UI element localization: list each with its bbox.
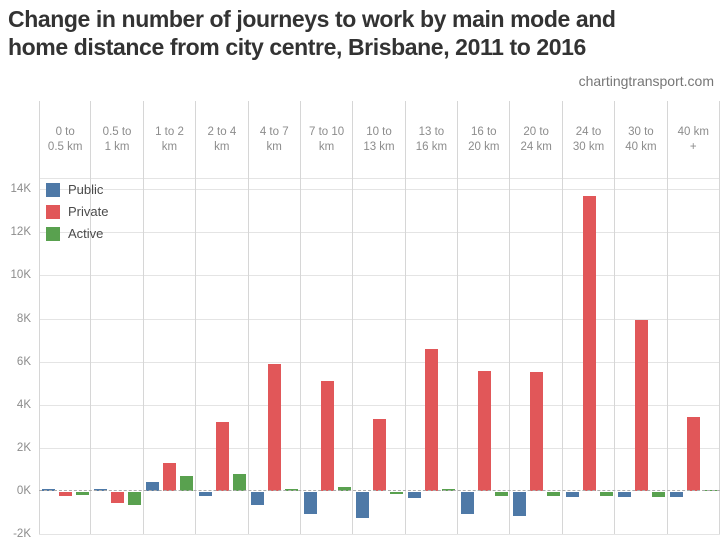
category-column: 30 to 40 km [615, 101, 668, 534]
y-tick-label: 6K [16, 355, 31, 368]
y-tick-label: 0K [16, 485, 31, 497]
y-tick-label: -2K [13, 528, 31, 541]
gridline [39, 232, 720, 233]
legend-label-active: Active [68, 226, 104, 241]
column-header-label: 0 to 0.5 km [47, 125, 83, 153]
bar-active [75, 492, 89, 495]
bar-public [513, 492, 527, 516]
column-header-label: 24 to 30 km [572, 125, 605, 153]
bar-private [111, 492, 125, 503]
gridline [39, 362, 720, 363]
bar-private [634, 320, 648, 491]
bar-public [617, 492, 631, 497]
gridline [39, 275, 720, 276]
bar-active [390, 492, 403, 494]
bar-private [58, 492, 72, 496]
y-tick-label: 8K [16, 312, 31, 325]
y-tick-label: 12K [10, 226, 31, 239]
gridline [39, 189, 720, 190]
bar-private [477, 371, 491, 491]
category-column: 0 to 0.5 km [39, 101, 92, 534]
column-header-label: 1 to 2 km [155, 125, 184, 153]
column-header-label: 10 to 13 km [363, 125, 395, 153]
bar-private [268, 364, 282, 491]
bar-active [547, 492, 561, 496]
y-tick-label: 10K [10, 269, 31, 282]
legend-item-public: Public [46, 182, 108, 197]
y-tick-label: 4K [16, 398, 31, 411]
category-column: 1 to 2 km [144, 101, 197, 534]
bar-private [582, 196, 596, 491]
bar-private [425, 349, 439, 491]
gridline [39, 405, 720, 406]
bar-active [128, 492, 142, 505]
column-header-label: 2 to 4 km [207, 125, 237, 153]
bar-active [180, 476, 194, 491]
category-column: 16 to 20 km [458, 101, 511, 534]
column-header-label: 13 to 16 km [415, 125, 448, 153]
column-header-label: 40 km + [677, 125, 709, 153]
category-column: 4 to 7 km [249, 101, 301, 534]
legend-item-active: Active [46, 226, 108, 241]
header-divider [39, 178, 720, 179]
y-tick-label: 2K [16, 441, 31, 454]
category-column: 24 to 30 km [563, 101, 616, 534]
bar-public [303, 492, 317, 514]
column-header-label: 16 to 20 km [468, 125, 500, 153]
category-column: 10 to 13 km [353, 101, 406, 534]
category-column: 13 to 16 km [406, 101, 459, 534]
category-column: 40 km + [668, 101, 720, 534]
bar-private [163, 463, 177, 491]
private-swatch-icon [46, 204, 60, 219]
bar-private [320, 381, 334, 491]
bar-active [599, 492, 613, 496]
bar-private [373, 419, 386, 491]
bar-active [337, 487, 351, 491]
bar-public [356, 492, 369, 518]
bar-public [146, 482, 160, 491]
bar-active [494, 492, 508, 496]
category-column: 0.5 to 1 km [91, 101, 144, 534]
gridline [39, 534, 720, 535]
legend-label-public: Public [68, 182, 104, 197]
bar-private [687, 417, 701, 491]
bar-public [408, 492, 422, 498]
chart-title: Change in number of journeys to work by … [8, 5, 713, 61]
category-column: 20 to 24 km [510, 101, 563, 534]
chart-title-line-2: home distance from city centre, Brisbane… [8, 34, 586, 60]
column-header-label: 4 to 7 km [259, 125, 289, 153]
bar-public [460, 492, 474, 514]
bar-public [251, 492, 265, 505]
category-column: 2 to 4 km [196, 101, 249, 534]
bar-public [670, 492, 684, 497]
source-watermark: chartingtransport.com [578, 73, 714, 89]
legend-item-private: Private [46, 204, 108, 219]
column-header-label: 0.5 to 1 km [102, 125, 132, 153]
bar-active [651, 492, 665, 497]
legend: Public Private Active [46, 182, 108, 248]
category-column: 7 to 10 km [301, 101, 354, 534]
public-swatch-icon [46, 182, 60, 197]
active-swatch-icon [46, 226, 60, 241]
y-tick-label: 14K [10, 183, 31, 196]
bar-private [215, 422, 229, 491]
column-header-label: 7 to 10 km [309, 125, 345, 153]
legend-label-private: Private [68, 204, 109, 219]
chart-title-line-1: Change in number of journeys to work by … [8, 6, 616, 32]
bar-public [198, 492, 212, 496]
bar-active [232, 474, 246, 491]
bar-private [530, 372, 544, 491]
zero-baseline [39, 490, 720, 491]
gridline [39, 319, 720, 320]
bar-public [565, 492, 579, 497]
column-header-label: 30 to 40 km [625, 125, 657, 153]
column-header-label: 20 to 24 km [520, 125, 552, 153]
